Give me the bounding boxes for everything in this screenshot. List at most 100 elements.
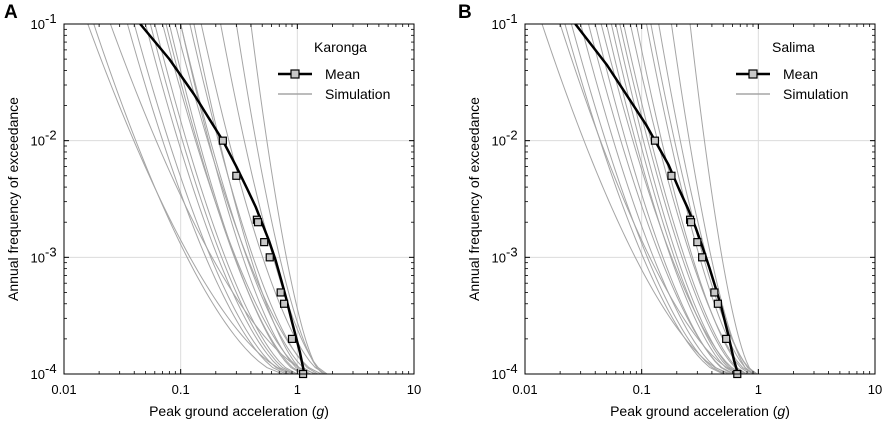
legend-mean-label: Mean xyxy=(325,66,360,82)
mean-marker xyxy=(713,299,722,308)
legend-site-name: Salima xyxy=(772,39,815,55)
simulation-curve xyxy=(580,24,729,374)
simulation-curve xyxy=(559,24,742,374)
simulation-curve xyxy=(145,24,293,374)
mean-marker xyxy=(667,171,676,180)
y-axis-title: Annual frequency of exceedance xyxy=(466,97,482,301)
legend-sim-label: Simulation xyxy=(325,86,390,102)
mean-marker xyxy=(276,288,285,297)
legend-mean-marker xyxy=(748,69,758,79)
mean-marker xyxy=(260,238,269,247)
simulation-curve xyxy=(645,24,755,374)
mean-marker xyxy=(287,334,297,343)
x-axis-title-end: ) xyxy=(785,403,790,419)
y-tick-exponent: -2 xyxy=(45,128,57,143)
y-tick-exponent: -1 xyxy=(506,11,518,26)
x-axis-title-var: g xyxy=(777,403,785,419)
x-axis-title-text: Peak ground acceleration ( xyxy=(149,403,317,419)
x-tick-label: 0.01 xyxy=(512,382,537,397)
simulation-curve xyxy=(174,24,322,374)
simulation-curve xyxy=(619,24,746,374)
simulation-curve xyxy=(235,24,325,374)
legend-site-name: Karonga xyxy=(314,39,367,55)
y-tick-label: 10 xyxy=(31,17,45,32)
y-tick-label: 10 xyxy=(492,134,506,149)
mean-marker xyxy=(698,253,707,262)
mean-marker xyxy=(686,218,696,227)
simulation-curve xyxy=(193,24,309,374)
mean-marker xyxy=(693,238,702,247)
x-tick-label: 10 xyxy=(407,382,421,397)
y-tick-label: 10 xyxy=(31,134,45,149)
simulation-curve xyxy=(250,24,324,374)
y-tick-exponent: -2 xyxy=(506,128,518,143)
y-tick-label: 10 xyxy=(31,250,45,265)
y-tick-exponent: -3 xyxy=(506,244,518,259)
simulation-curve xyxy=(606,24,737,374)
x-tick-label: 0.1 xyxy=(172,382,190,397)
plot-area xyxy=(87,24,328,374)
panel-letter: A xyxy=(4,2,18,23)
mean-marker xyxy=(218,136,227,145)
x-tick-label: 0.01 xyxy=(51,382,76,397)
y-tick-exponent: -1 xyxy=(45,11,57,26)
mean-marker xyxy=(279,299,289,308)
x-axis-title: Peak ground acceleration (g) xyxy=(610,403,790,419)
simulation-curve xyxy=(587,24,735,374)
mean-marker xyxy=(265,253,274,262)
legend: Karonga Mean Simulation xyxy=(278,39,390,102)
x-axis-title-end: ) xyxy=(324,403,329,419)
legend-sim-label: Simulation xyxy=(783,86,848,102)
simulation-curve xyxy=(658,24,757,374)
x-axis-title-var: g xyxy=(316,403,324,419)
simulation-curve xyxy=(126,24,287,374)
legend: Salima Mean Simulation xyxy=(736,39,848,102)
simulation-curve xyxy=(180,24,315,374)
simulation-curve xyxy=(168,24,303,374)
simulation-curve xyxy=(109,24,317,374)
plot-frame xyxy=(524,23,876,375)
simulation-curve xyxy=(689,24,756,374)
simulation-curve xyxy=(615,24,741,374)
y-axis-title: Annual frequency of exceedance xyxy=(5,97,21,301)
mean-curve xyxy=(139,24,306,374)
plot-frame xyxy=(63,23,415,375)
x-tick-label: 0.1 xyxy=(633,382,651,397)
x-tick-label: 1 xyxy=(294,382,301,397)
simulation-curve xyxy=(165,24,305,374)
simulation-curve xyxy=(87,24,295,374)
mean-marker xyxy=(253,218,263,227)
x-axis-title: Peak ground acceleration (g) xyxy=(149,403,329,419)
y-tick-exponent: -3 xyxy=(45,244,57,259)
simulation-curve xyxy=(541,24,731,374)
simulation-curve xyxy=(200,24,326,374)
simulation-curve xyxy=(600,24,744,374)
simulation-curve xyxy=(594,24,733,374)
mean-marker xyxy=(232,171,241,180)
simulation-curve xyxy=(93,24,283,374)
x-tick-label: 10 xyxy=(868,382,882,397)
y-tick-exponent: -4 xyxy=(45,361,57,376)
y-tick-exponent: -4 xyxy=(506,361,518,376)
simulation-curve xyxy=(650,24,758,374)
simulation-curve xyxy=(133,24,290,374)
simulation-curve xyxy=(629,24,754,374)
x-axis-title-text: Peak ground acceleration ( xyxy=(610,403,778,419)
y-tick-label: 10 xyxy=(492,367,506,382)
legend-mean-marker xyxy=(290,69,300,79)
mean-marker xyxy=(722,334,731,343)
x-tick-label: 1 xyxy=(755,382,762,397)
mean-marker xyxy=(710,288,719,297)
plot-area xyxy=(541,24,758,374)
simulation-curve xyxy=(610,24,740,374)
simulation-curve xyxy=(623,24,748,374)
panel-letter: B xyxy=(458,2,472,23)
simulation-curve xyxy=(670,24,753,374)
mean-marker xyxy=(650,136,660,145)
simulation-curve xyxy=(154,24,298,374)
simulation-curve xyxy=(570,24,726,374)
legend-mean-label: Mean xyxy=(783,66,818,82)
